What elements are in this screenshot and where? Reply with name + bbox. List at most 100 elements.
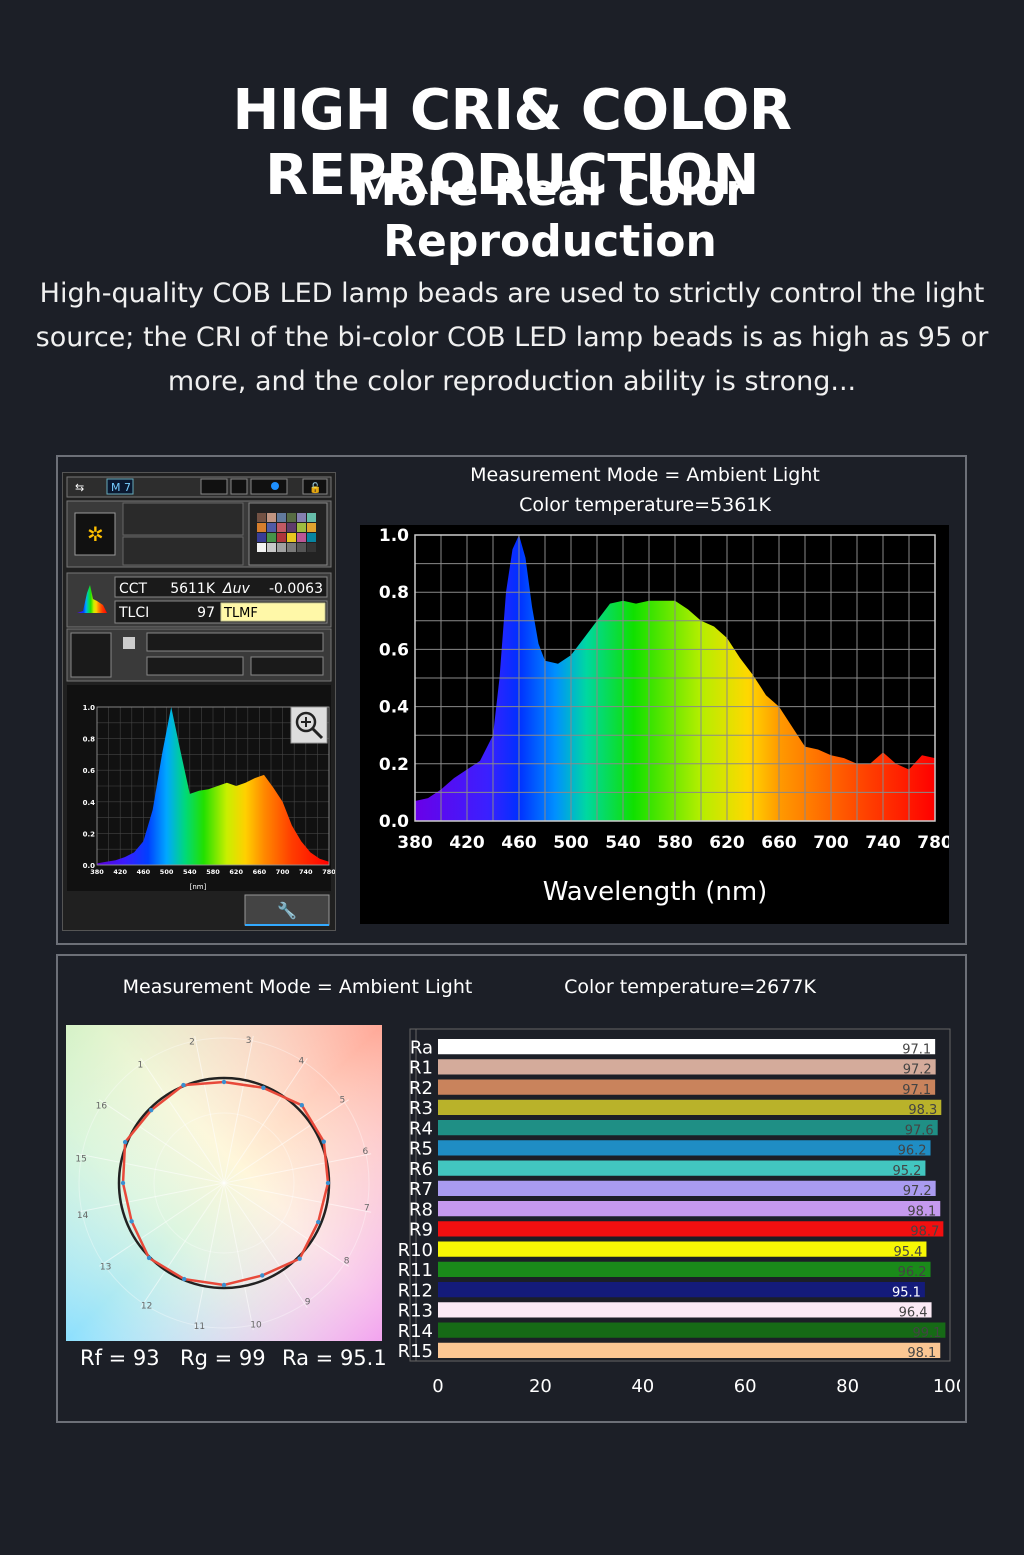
cri-bar-category: R1	[409, 1058, 433, 1079]
cri-bar	[438, 1160, 926, 1176]
cri-bar	[438, 1140, 931, 1156]
cri-bar	[438, 1099, 942, 1115]
spectrum-y-tick: 1.0	[379, 526, 409, 546]
page-title: HIGH CRI& COLOR REPRODUCTION	[232, 78, 792, 208]
svg-text:380: 380	[90, 868, 104, 876]
cri-bar	[438, 1241, 927, 1257]
cri-bar	[438, 1039, 936, 1055]
rg-value: Rg = 99	[180, 1346, 266, 1370]
spectrum-x-tick: 780	[917, 833, 949, 853]
cri-bar-category: R3	[409, 1098, 433, 1119]
svg-text:780: 780	[322, 868, 335, 876]
mode-label: M 7	[111, 481, 131, 494]
cri-bar-category: R11	[398, 1260, 433, 1281]
cri-bar-value: 95.2	[892, 1164, 921, 1179]
cri-mode-caption: Measurement Mode = Ambient Light	[122, 976, 473, 998]
hue-bin-label: 14	[77, 1211, 89, 1221]
hue-bin-label: 15	[75, 1154, 86, 1164]
hue-bin-label: 10	[250, 1320, 262, 1330]
hue-bin-label: 12	[141, 1302, 152, 1312]
cri-bar	[438, 1261, 931, 1277]
spectrum-chart: 380 420 460 500 540 580 620 660 700 740 780 0.0 0.2 0…	[360, 525, 949, 924]
svg-text:580: 580	[206, 868, 220, 876]
cri-bar-category: R5	[409, 1139, 433, 1160]
hue-bin-label: 5	[340, 1095, 346, 1105]
hue-bin-label: 9	[305, 1297, 311, 1307]
checkbox[interactable]	[123, 637, 135, 649]
svg-text:620: 620	[229, 868, 243, 876]
spectrum-x-tick: 700	[813, 833, 849, 853]
usb-icon: ⇆	[75, 481, 84, 494]
cri-bar-category: R6	[409, 1159, 433, 1180]
cri-bar-value: 97.1	[902, 1083, 931, 1098]
hue-bin-label: 16	[96, 1102, 108, 1112]
cri-bar-value: 98.1	[907, 1204, 936, 1219]
duv-value: -0.0063	[269, 581, 323, 597]
spectrum-y-tick: 0.4	[379, 698, 409, 718]
cri-bar	[438, 1282, 925, 1298]
spectrum-y-tick: 0.2	[379, 755, 409, 775]
cct-value: 5611K	[170, 581, 216, 597]
cri-bar-value: 99.1	[912, 1326, 941, 1341]
cri-bar-value: 95.4	[893, 1245, 922, 1260]
spectrum-y-tick: 0.8	[379, 583, 409, 603]
spectrum-y-tick: 0.6	[379, 640, 409, 660]
settings-button[interactable]	[244, 894, 330, 926]
spectrum-x-tick: 620	[709, 833, 745, 853]
cri-bar	[438, 1059, 936, 1075]
hue-bin-label: 3	[246, 1036, 252, 1046]
hue-bin-label: 7	[364, 1204, 370, 1214]
cri-bar-category: R9	[409, 1220, 433, 1241]
cri-bar	[438, 1322, 946, 1338]
rf-value: Rf = 93	[80, 1346, 160, 1370]
mini-spectrum-icon	[77, 585, 107, 613]
hue-bin-label: 11	[194, 1322, 205, 1332]
cri-bar-category: Ra	[410, 1037, 433, 1058]
spectrum-x-tick: 420	[449, 833, 485, 853]
svg-text:0.2: 0.2	[83, 830, 96, 838]
mini-spectrum-chart: 0.0 0.2 0.4 0.6 0.8 1.0 380 420 460 500 540 580 620 6…	[83, 704, 337, 876]
svg-text:0.0: 0.0	[83, 862, 96, 870]
tlci-value: 97	[197, 605, 215, 621]
dial-button[interactable]	[70, 632, 112, 678]
ra-value: Ra = 95.1	[282, 1346, 387, 1370]
tlmf-label: TLMF	[223, 606, 258, 621]
cri-x-tick: 40	[631, 1376, 654, 1397]
cri-bar-category: R2	[409, 1078, 433, 1099]
wrench-icon: 🔧	[277, 901, 297, 920]
cri-bar-value: 98.7	[910, 1225, 939, 1240]
cri-bar-value: 97.2	[903, 1184, 932, 1199]
cri-bar-category: R15	[398, 1341, 433, 1362]
spectrum-x-tick: 540	[605, 833, 641, 853]
spectrum-x-tick: 380	[397, 833, 433, 853]
cri-bar-value: 98.3	[908, 1103, 937, 1118]
cri-bar	[438, 1201, 941, 1217]
cri-bar	[438, 1342, 941, 1358]
spectrum-y-tick: 0.0	[379, 812, 409, 832]
tlci-label: TLCI	[118, 605, 149, 621]
cri-bar	[438, 1302, 932, 1318]
spectrum-x-tick: 460	[501, 833, 537, 853]
cri-panel	[56, 954, 967, 1423]
cri-bar-value: 97.6	[905, 1123, 934, 1138]
spectrum-temp-caption: Color temperature=5361K	[519, 494, 771, 516]
cri-x-tick: 100	[933, 1376, 960, 1397]
hue-bin-label: 8	[344, 1256, 350, 1266]
cri-bar-value: 97.1	[902, 1042, 931, 1057]
svg-text:700: 700	[276, 868, 290, 876]
ambient-light-button[interactable]	[74, 512, 116, 556]
status-dot-icon	[271, 482, 279, 490]
spectrum-mode-caption: Measurement Mode = Ambient Light	[470, 464, 820, 486]
cri-bar-category: R8	[409, 1199, 433, 1220]
spectrum-x-tick: 740	[865, 833, 901, 853]
svg-text:540: 540	[183, 868, 197, 876]
cct-label: CCT	[119, 581, 148, 597]
svg-text:0.6: 0.6	[83, 767, 96, 775]
meter-display: ⇆ M 7 🔓 ✲ CCT 5611K Δuv -0.0063 TLCI 97	[66, 476, 337, 926]
hue-bin-label: 6	[363, 1147, 369, 1157]
hue-bin-label: 1	[138, 1061, 144, 1071]
cri-bar-category: R14	[398, 1321, 433, 1342]
cri-bar-value: 96.2	[898, 1144, 927, 1159]
svg-text:0.4: 0.4	[83, 799, 96, 807]
